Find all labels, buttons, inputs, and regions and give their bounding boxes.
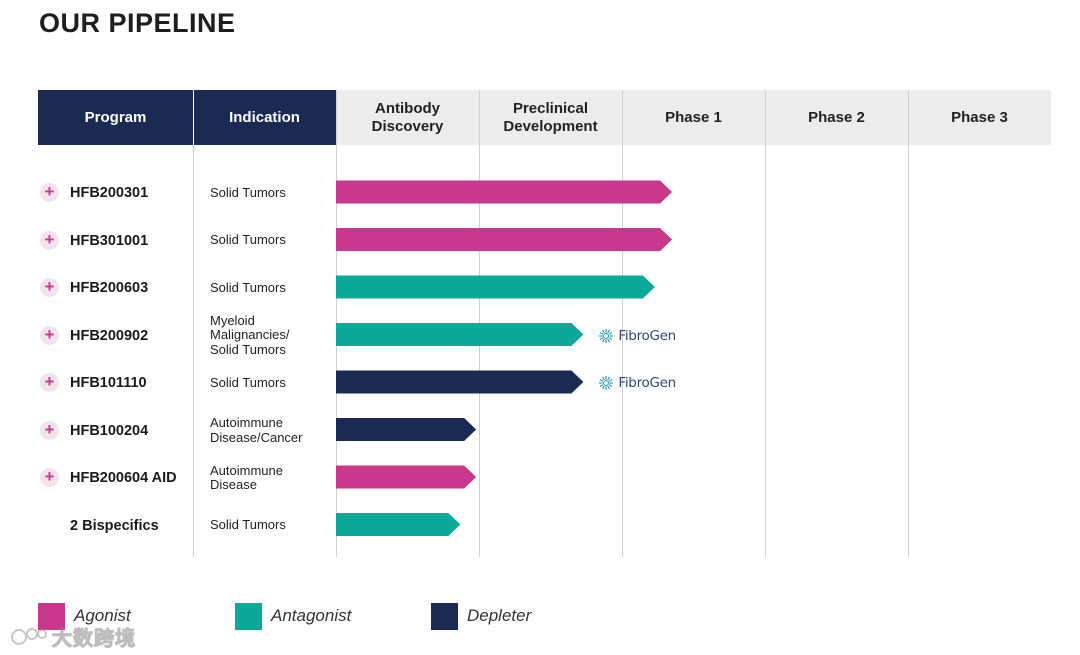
fibrogen-burst-icon: [599, 328, 614, 343]
progress-bar-2-bispecifics: [336, 513, 461, 536]
progress-bar-hfb200603: [336, 275, 655, 299]
indication: Solid Tumors: [210, 173, 286, 213]
legend-swatch: [38, 602, 65, 630]
indication-line: Disease: [210, 477, 257, 492]
watermark: 大数跨境: [10, 622, 136, 651]
header-preclinical-development: Preclinical Development: [479, 90, 622, 145]
progress-bar-hfb301001: [336, 228, 673, 251]
watermark-logo-icon: [11, 627, 47, 645]
indication-line: Solid Tumors: [210, 184, 286, 200]
fibrogen-burst-icon: [599, 376, 614, 390]
progress-bar-hfb200604-aid: [336, 465, 477, 489]
indication: Solid Tumors: [210, 363, 286, 403]
table-row: 2 Bispecifics Solid Tumors: [38, 506, 1051, 546]
page-title: OUR PIPELINE: [39, 8, 236, 38]
indication-line: Autoimmune: [210, 415, 283, 430]
indication-line: Malignancies/: [210, 327, 290, 343]
indication: Solid Tumors: [210, 221, 286, 261]
progress-bar-hfb100204: [336, 418, 477, 441]
partner-logo: FibroGen: [598, 363, 676, 403]
table-row: + HFB100204 Autoimmune Disease/Cancer: [38, 411, 1051, 451]
indication-line: Disease/Cancer: [210, 429, 303, 445]
header-phase-2: Phase 2: [765, 90, 908, 145]
header-program: Program: [38, 90, 193, 145]
progress-bar-hfb200902: [336, 323, 584, 346]
program-name: HFB101110: [70, 375, 147, 391]
expand-plus-icon[interactable]: +: [40, 183, 59, 202]
program-name: HFB200301: [70, 185, 149, 201]
indication-line: Myeloid: [210, 312, 255, 328]
table-row: + HFB200902 Myeloid Malignancies/Solid Tumo…: [38, 312, 1051, 357]
program-name: 2 Bispecifics: [70, 517, 159, 534]
table-row: + HFB200301 Solid Tumors: [38, 173, 1051, 213]
indication-line: Solid Tumors: [210, 232, 286, 248]
expand-plus-icon[interactable]: +: [40, 278, 59, 297]
legend-antagonist: Antagonist: [235, 602, 351, 630]
expand-plus-icon[interactable]: +: [40, 373, 59, 392]
indication-line: Solid Tumors: [210, 374, 286, 390]
indication: Autoimmune Disease: [210, 458, 283, 498]
legend-agonist: Agonist: [38, 602, 131, 630]
partner-logo: FibroGen: [598, 316, 676, 356]
program-name: HFB200902: [70, 327, 149, 344]
header-phase-1: Phase 1: [622, 90, 765, 145]
expand-plus-icon[interactable]: +: [40, 468, 59, 487]
table-row: + HFB301001 Solid Tumors: [38, 221, 1051, 261]
indication: Myeloid Malignancies/Solid Tumors: [210, 312, 290, 357]
header-divider: [193, 90, 194, 145]
legend-swatch: [235, 602, 262, 630]
legend-depleter: Depleter: [431, 602, 531, 630]
progress-bar-hfb200301: [336, 180, 673, 204]
watermark-text: 大数跨境: [52, 628, 136, 651]
program-name: HFB200603: [70, 280, 149, 296]
indication: Autoimmune Disease/Cancer: [210, 411, 303, 451]
legend-label: Agonist: [74, 606, 131, 625]
header-antibody-discovery: Antibody Discovery: [336, 90, 479, 145]
pipeline-header: Program Indication Antibody Discovery Pr…: [38, 90, 1051, 145]
indication-line: Autoimmune: [210, 462, 283, 478]
indication-line: Solid Tumors: [210, 279, 286, 295]
legend-swatch: [431, 602, 458, 630]
progress-bar-hfb101110: [336, 370, 584, 394]
table-row: + HFB200603 Solid Tumors: [38, 268, 1051, 308]
indication-line: Solid Tumors: [210, 341, 286, 357]
expand-plus-icon[interactable]: +: [40, 420, 59, 440]
indication: Solid Tumors: [210, 506, 286, 546]
legend-label: Depleter: [467, 606, 532, 625]
legend-label: Antagonist: [271, 606, 352, 625]
column-divider: [193, 90, 194, 557]
indication: Solid Tumors: [210, 268, 286, 308]
column-divider: [908, 90, 909, 557]
partner-name: FibroGen: [618, 375, 676, 391]
expand-plus-icon[interactable]: +: [40, 325, 59, 345]
indication-line: Solid Tumors: [210, 517, 286, 533]
column-divider: [765, 90, 766, 557]
table-row: + HFB200604 AID Autoimmune Disease: [38, 458, 1051, 498]
header-indication: Indication: [193, 90, 336, 145]
program-name: HFB301001: [70, 232, 149, 249]
program-name: HFB100204: [70, 422, 149, 439]
column-divider: [622, 90, 623, 557]
program-name: HFB200604 AID: [70, 470, 177, 486]
header-phase-3: Phase 3: [908, 90, 1051, 145]
partner-name: FibroGen: [618, 327, 676, 344]
table-row: + HFB101110 Solid Tumors FibroGen: [38, 363, 1051, 403]
expand-plus-icon[interactable]: +: [40, 230, 59, 250]
